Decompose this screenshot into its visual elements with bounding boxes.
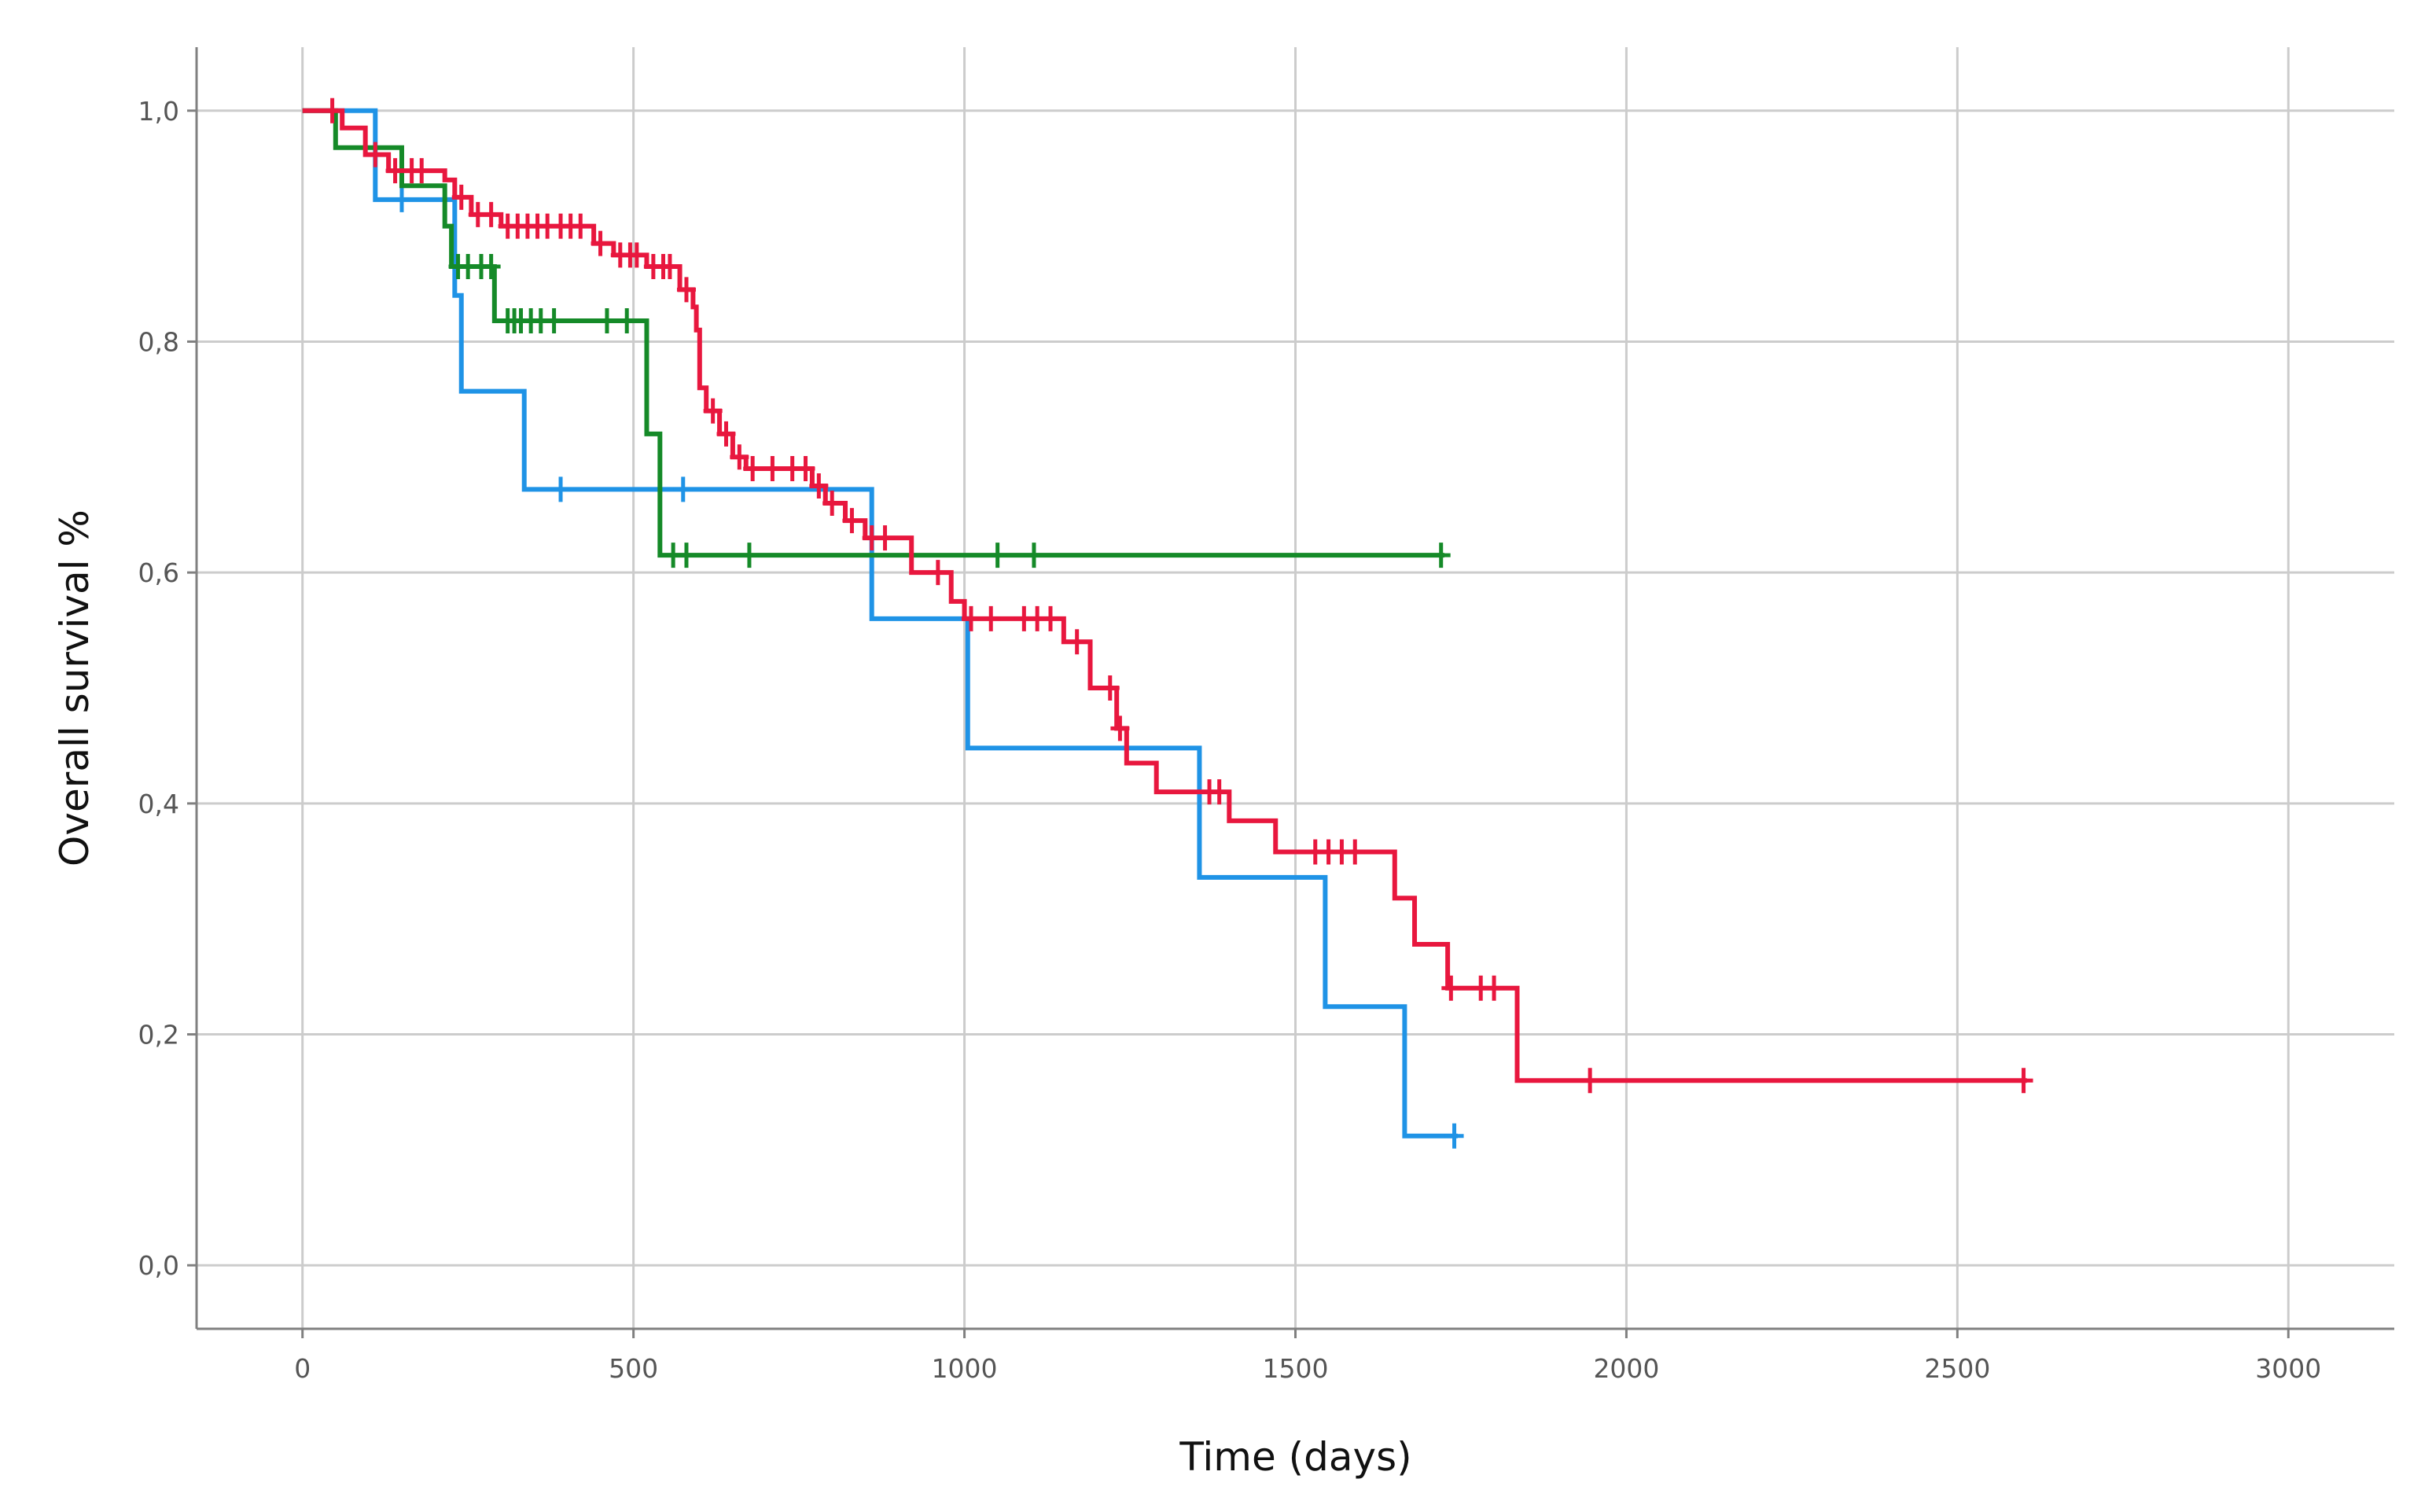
censor-mark bbox=[660, 254, 679, 280]
censor-mark bbox=[1485, 975, 1504, 1001]
censor-mark bbox=[1024, 543, 1043, 568]
x-tick-label: 2000 bbox=[1593, 1353, 1659, 1384]
y-tick-labels: 0,0 0,2 0,4 0,6 0,8 1,0 bbox=[138, 96, 197, 1281]
x-tick-label: 500 bbox=[609, 1353, 658, 1384]
censor-mark bbox=[1041, 605, 1061, 631]
gridlines bbox=[197, 47, 2394, 1329]
survival-curves bbox=[302, 97, 2033, 1149]
censor-mark bbox=[676, 543, 696, 568]
censor-mark bbox=[1110, 716, 1130, 741]
censor-mark bbox=[627, 242, 646, 268]
censor-mark bbox=[392, 186, 411, 212]
survival-curve bbox=[302, 108, 1444, 558]
censor-mark bbox=[412, 158, 432, 184]
censor-mark bbox=[981, 605, 1001, 631]
censor-mark bbox=[571, 213, 591, 239]
censor-mark bbox=[591, 230, 610, 256]
censor-mark bbox=[1345, 839, 1365, 865]
censor-mark bbox=[2014, 1068, 2033, 1094]
x-tick-label: 1000 bbox=[932, 1353, 998, 1384]
censor-mark bbox=[481, 254, 501, 280]
censor-mark bbox=[875, 525, 895, 551]
censor-mark bbox=[1580, 1068, 1600, 1094]
censor-mark bbox=[743, 455, 763, 481]
censor-mark bbox=[988, 543, 1007, 568]
censor-mark bbox=[716, 421, 736, 447]
survival-series-3 bbox=[302, 97, 2033, 1094]
censor-mark bbox=[1209, 779, 1229, 805]
censor-mark bbox=[385, 158, 405, 184]
censor-mark bbox=[1431, 543, 1451, 568]
censor-mark bbox=[597, 308, 616, 334]
censor-mark bbox=[928, 560, 947, 586]
censor-mark bbox=[481, 201, 501, 227]
censor-mark bbox=[366, 142, 385, 167]
y-tick-label: 1,0 bbox=[138, 96, 179, 127]
x-tick-label: 2500 bbox=[1924, 1353, 1990, 1384]
x-tick-labels: 0 500 1000 1500 2000 2500 3000 bbox=[294, 1329, 2321, 1384]
censor-mark bbox=[809, 473, 829, 499]
x-tick-label: 0 bbox=[294, 1353, 311, 1384]
censor-mark bbox=[796, 455, 815, 481]
censor-mark bbox=[730, 444, 749, 470]
censor-mark bbox=[676, 277, 696, 303]
censor-mark bbox=[842, 508, 862, 534]
y-tick-label: 0,0 bbox=[138, 1250, 179, 1281]
censor-mark bbox=[451, 184, 471, 210]
censor-mark bbox=[551, 476, 571, 502]
censor-mark bbox=[544, 308, 564, 334]
censor-mark bbox=[1441, 975, 1461, 1001]
y-tick-label: 0,6 bbox=[138, 557, 179, 588]
censor-mark bbox=[1067, 629, 1087, 655]
y-tick-label: 0,8 bbox=[138, 326, 179, 357]
censor-mark bbox=[673, 476, 693, 502]
censor-mark bbox=[822, 491, 842, 517]
x-tick-label: 3000 bbox=[2255, 1353, 2321, 1384]
censor-mark bbox=[739, 543, 759, 568]
censor-mark bbox=[703, 398, 723, 424]
y-tick-label: 0,2 bbox=[138, 1020, 179, 1050]
y-axis-title: Overall survival % bbox=[52, 510, 98, 866]
x-axis-title: Time (days) bbox=[1179, 1434, 1411, 1480]
censor-mark bbox=[1444, 1123, 1464, 1149]
y-tick-label: 0,4 bbox=[138, 789, 179, 819]
censor-mark bbox=[617, 308, 637, 334]
censor-mark bbox=[1100, 675, 1120, 701]
censor-mark bbox=[322, 97, 342, 123]
censor-mark bbox=[763, 455, 782, 481]
censor-mark bbox=[961, 605, 981, 631]
survival-series-2 bbox=[302, 108, 1451, 568]
x-tick-label: 1500 bbox=[1263, 1353, 1329, 1384]
